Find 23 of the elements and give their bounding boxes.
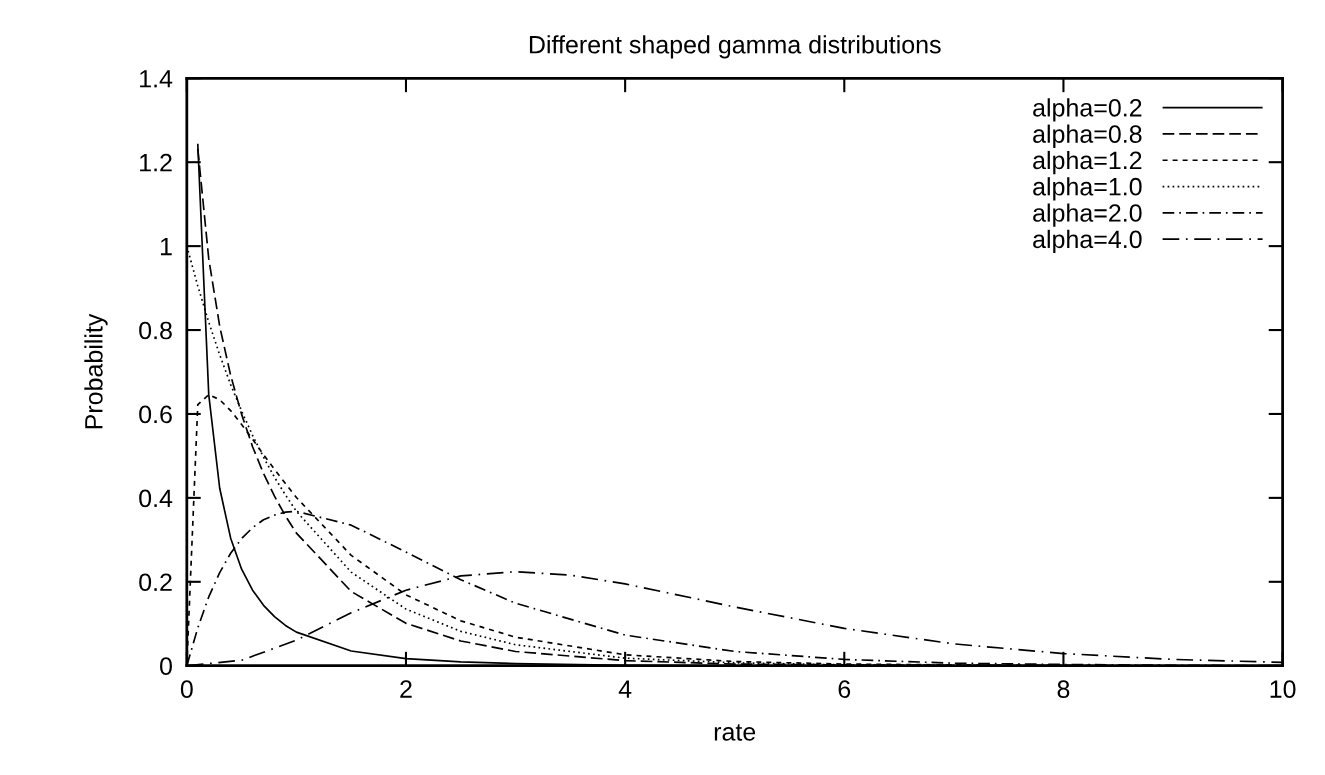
y-tick-label: 1 [160, 237, 172, 256]
legend-label: alpha=1.0 [1033, 177, 1142, 201]
x-tick-label: 0 [180, 680, 193, 698]
legend-label: alpha=2.0 [1033, 203, 1142, 227]
y-axis-title: Probability [84, 313, 108, 429]
y-tick-label: 0.6 [139, 405, 172, 424]
y-tick-label: 0.4 [139, 489, 173, 508]
legend-label: alpha=0.8 [1033, 124, 1142, 148]
x-tick-label: 10 [1270, 680, 1296, 698]
y-tick-label: 0.8 [139, 321, 172, 340]
y-tick-label: 0.2 [139, 573, 172, 592]
y-tick-label: 0 [160, 657, 172, 676]
chart-title: Different shaped gamma distributions [529, 35, 941, 59]
x-tick-label: 6 [838, 680, 851, 698]
legend-label: alpha=0.2 [1033, 98, 1142, 122]
y-tick-label: 1.2 [140, 153, 172, 172]
x-axis-title: rate [714, 724, 756, 741]
legend-label: alpha=1.2 [1033, 150, 1142, 175]
y-tick-label: 1.4 [140, 70, 173, 88]
x-tick-label: 4 [618, 680, 632, 698]
x-tick-label: 2 [400, 680, 412, 698]
legend-label: alpha=4.0 [1033, 229, 1142, 254]
x-tick-label: 8 [1057, 680, 1070, 698]
